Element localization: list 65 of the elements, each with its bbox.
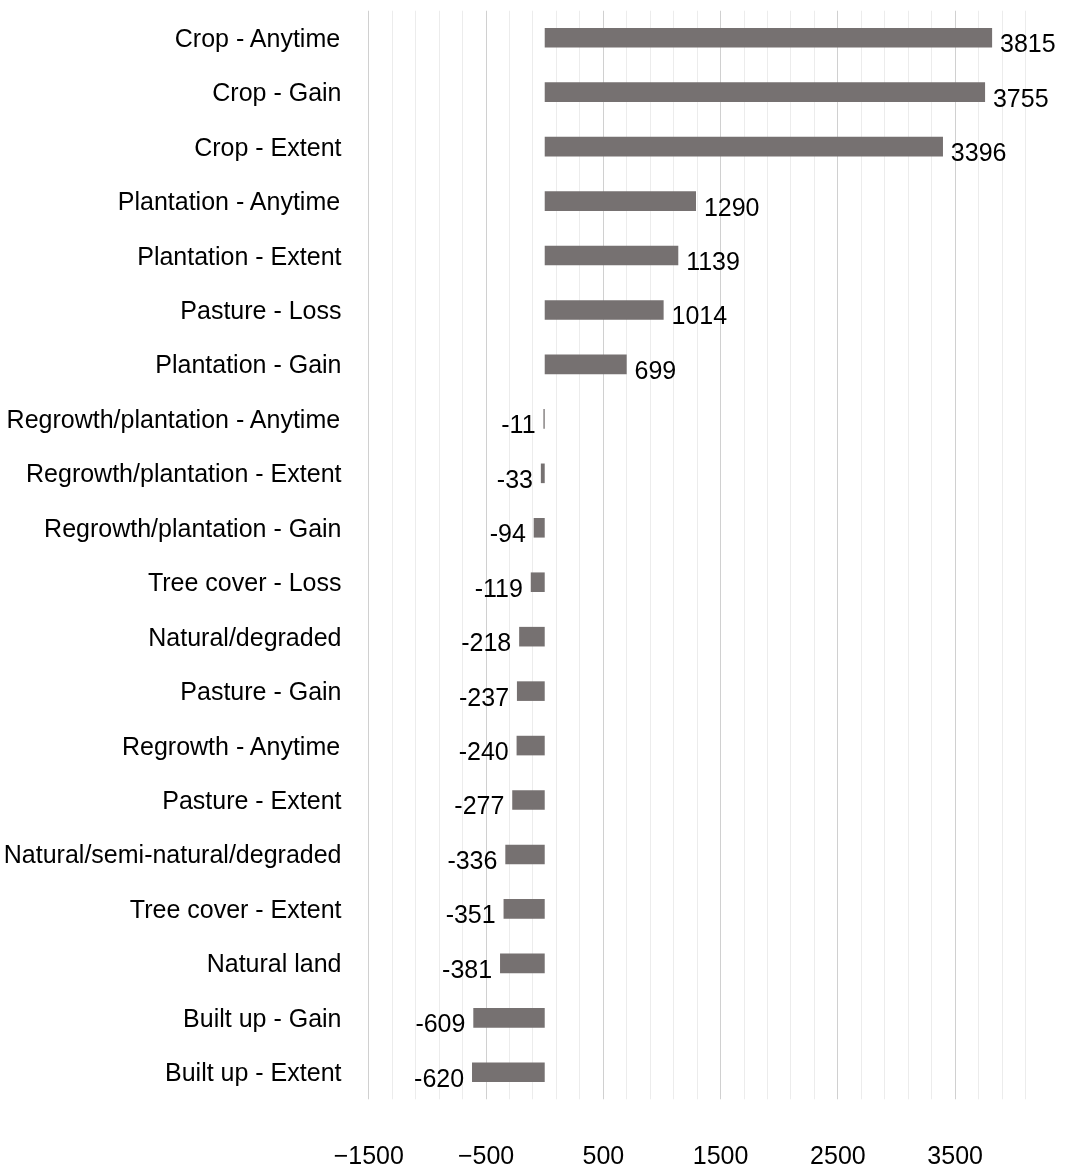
data-label: -277: [454, 791, 505, 820]
bar: [519, 626, 545, 647]
x-tick-label: −1500: [333, 1140, 404, 1166]
y-tick-label: Crop - Gain: [212, 78, 342, 107]
y-tick-label: Tree cover - Extent: [129, 894, 342, 923]
bar: [516, 681, 545, 701]
data-label: 3755: [992, 83, 1049, 112]
data-label: 1139: [686, 246, 740, 275]
y-tick-label: Natural land: [206, 949, 342, 978]
bar: [544, 191, 696, 211]
y-tick-label: Tree cover - Loss: [147, 568, 342, 597]
data-label: 699: [634, 355, 677, 384]
y-tick-label: Natural/semi-natural/degraded: [3, 840, 342, 869]
y-tick-label: Regrowth/plantation - Extent: [26, 459, 342, 488]
bar: [472, 1062, 545, 1083]
data-label: 1014: [671, 301, 728, 330]
y-tick-label: Natural/degraded: [148, 622, 342, 651]
data-label: -94: [489, 519, 526, 548]
bar: [544, 82, 986, 102]
y-tick-label: Pasture - Loss: [180, 295, 342, 324]
bar: [512, 790, 545, 810]
y-tick-label: Plantation - Gain: [155, 350, 342, 379]
y-tick-label: Plantation - Extent: [137, 241, 342, 270]
y-tick-label: Crop - Anytime: [174, 23, 341, 52]
data-label: -11: [501, 410, 536, 439]
x-tick-label: 3500: [927, 1140, 983, 1166]
y-tick-label: Plantation - Anytime: [117, 187, 341, 216]
data-label: -336: [447, 845, 498, 874]
x-tick-label: 2500: [810, 1140, 866, 1166]
bar: [540, 463, 545, 484]
bar: [533, 517, 545, 538]
bar: [473, 1008, 545, 1028]
bar: [544, 354, 627, 375]
data-label: 1290: [703, 192, 760, 221]
bar: [544, 300, 664, 320]
data-label: -33: [496, 464, 533, 493]
data-label: -381: [442, 954, 493, 983]
data-label: -240: [458, 737, 509, 766]
x-tick-label: −500: [457, 1140, 515, 1166]
y-tick-label: Pasture - Gain: [180, 677, 342, 706]
y-tick-label: Regrowth/plantation - Gain: [44, 513, 342, 542]
y-tick-label: Pasture - Extent: [162, 786, 342, 815]
y-tick-label: Crop - Extent: [194, 132, 342, 161]
y-tick-label: Built up - Extent: [165, 1058, 342, 1087]
bar: [516, 735, 545, 756]
bar: [544, 27, 993, 48]
x-tick-label: 500: [582, 1140, 625, 1166]
y-tick-label: Built up - Gain: [183, 1003, 342, 1032]
bar: [505, 844, 545, 865]
bar: [500, 953, 545, 974]
bar: [503, 899, 545, 919]
data-label: -620: [414, 1063, 465, 1092]
bar: [544, 136, 943, 157]
data-label: -609: [415, 1009, 466, 1038]
x-tick-label: 1500: [692, 1140, 749, 1166]
data-label: -119: [474, 573, 523, 602]
data-label: 3396: [950, 138, 1007, 167]
data-label: 3815: [999, 29, 1056, 58]
data-label: -218: [461, 628, 512, 657]
bar: [544, 245, 679, 266]
data-label: -237: [459, 682, 510, 711]
y-tick-label: Regrowth/plantation - Anytime: [6, 404, 341, 433]
y-tick-label: Regrowth - Anytime: [121, 731, 341, 760]
data-label: -351: [445, 900, 496, 929]
bar: [530, 572, 545, 593]
